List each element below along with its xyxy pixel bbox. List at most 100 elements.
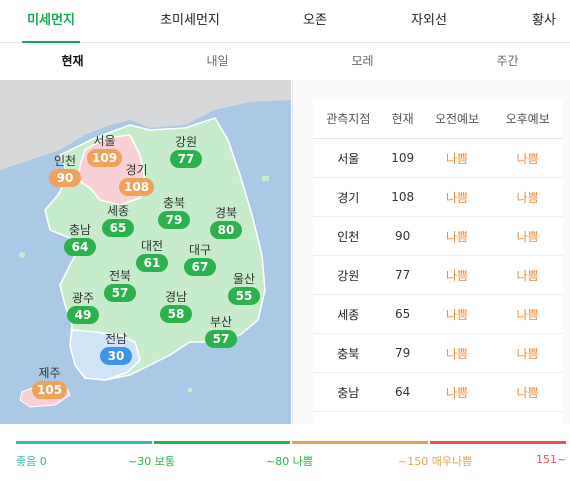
header-now: 현재 [383,99,422,139]
region-name: 대전 [140,239,164,253]
tab-fine-dust[interactable]: 미세먼지 [22,0,80,43]
station-table: 관측지점 현재 오전예보 오후예보 서울 109 나쁨 나쁨 경기 108 나쁨… [313,99,563,424]
region-gyeongnam[interactable]: 경남 58 [160,290,192,323]
am-forecast: 나쁨 [421,255,493,295]
am-forecast: 나쁨 [421,177,493,217]
region-name: 경북 [214,206,238,220]
region-ulsan[interactable]: 울산 55 [228,272,260,305]
region-chungnam[interactable]: 충남 64 [64,223,96,256]
legend-bar-bad [292,441,428,444]
region-value: 65 [102,219,134,237]
region-value: 57 [104,284,136,302]
region-jeonbuk[interactable]: 전북 57 [104,269,136,302]
pm-forecast: 나쁨 [492,216,563,256]
station-table-panel: 관측지점 현재 오전예보 오후예보 서울 109 나쁨 나쁨 경기 108 나쁨… [292,80,570,424]
table-row[interactable]: 서울 109 나쁨 나쁨 [313,138,563,178]
region-value: 67 [184,258,216,276]
legend-bar-normal [154,441,290,444]
region-gyeonggi[interactable]: 경기 108 [119,163,155,196]
table-row[interactable]: 충남 64 나쁨 나쁨 [313,372,563,412]
header-pm-forecast: 오후예보 [492,99,563,139]
tab-yellow-dust[interactable]: 황사 [532,13,556,28]
table-row[interactable]: 충북 79 나쁨 나쁨 [313,333,563,373]
region-value: 90 [49,169,81,187]
region-gangwon[interactable]: 강원 77 [170,135,202,168]
day-tabs: 현재 내일 모레 주간 [0,42,570,81]
region-name: 충북 [162,196,186,210]
tab-day-after[interactable]: 모레 [351,54,374,68]
region-name: 광주 [71,291,95,305]
pollutant-tabs: 미세먼지 초미세먼지 오존 자외선 황사 [0,0,570,43]
tab-uv[interactable]: 자외선 [411,13,447,28]
am-forecast: 나쁨 [421,138,493,178]
region-gyeongbuk[interactable]: 경북 80 [210,206,242,239]
current-value: 65 [383,294,422,334]
region-name: 대구 [188,243,212,257]
legend-bad-label: ~80 나쁨 [266,455,313,468]
region-value: 80 [210,221,242,239]
table-row[interactable]: 세종 65 나쁨 나쁨 [313,294,563,334]
region-name: 경남 [164,290,188,304]
table-row[interactable]: 대전 61 나쁨 나쁨 [313,411,563,424]
station-name: 서울 [313,138,384,178]
table-header-row: 관측지점 현재 오전예보 오후예보 [313,99,563,139]
region-value: 79 [158,211,190,229]
region-value: 58 [160,305,192,323]
region-value: 61 [136,254,168,272]
table-row[interactable]: 경기 108 나쁨 나쁨 [313,177,563,217]
region-seoul[interactable]: 서울 109 [87,134,123,167]
table-row[interactable]: 인천 90 나쁨 나쁨 [313,216,563,256]
tab-weekly[interactable]: 주간 [496,54,519,68]
region-name: 울산 [232,272,256,286]
tab-ozone[interactable]: 오존 [303,13,327,28]
region-value: 30 [100,347,132,365]
pm-forecast: 나쁨 [492,372,563,412]
am-forecast: 나쁨 [421,294,493,334]
region-value: 57 [205,330,237,348]
station-name: 경기 [313,177,384,217]
pollution-legend: 좋음 0 ~30 보통 ~80 나쁨 ~150 매우나쁨 151~ [16,441,568,477]
station-name: 세종 [313,294,384,334]
pm-forecast: 나쁨 [492,294,563,334]
region-gwangju[interactable]: 광주 49 [67,291,99,324]
region-name: 부산 [209,315,233,329]
tab-tomorrow[interactable]: 내일 [206,54,229,68]
region-value: 77 [170,150,202,168]
station-name: 충북 [313,333,384,373]
region-daegu[interactable]: 대구 67 [184,243,216,276]
region-daejeon[interactable]: 대전 61 [136,239,168,272]
region-name: 강원 [174,135,198,149]
region-value: 108 [119,178,155,196]
region-value: 64 [64,238,96,256]
region-name: 전북 [108,269,132,283]
region-name: 전남 [104,332,128,346]
tab-now[interactable]: 현재 [61,54,84,68]
region-busan[interactable]: 부산 57 [205,315,237,348]
region-chungbuk[interactable]: 충북 79 [158,196,190,229]
am-forecast: 나쁨 [421,411,493,424]
region-incheon[interactable]: 인천 90 [49,154,81,187]
region-jeonnam[interactable]: 전남 30 [100,332,132,365]
region-jeju[interactable]: 제주 105 [32,366,68,399]
station-name: 충남 [313,372,384,412]
header-am-forecast: 오전예보 [421,99,493,139]
current-value: 90 [383,216,422,256]
region-sejong[interactable]: 세종 65 [102,204,134,237]
region-name: 서울 [93,134,116,148]
region-value: 109 [87,149,123,167]
am-forecast: 나쁨 [421,333,493,373]
station-name: 인천 [313,216,384,256]
current-value: 61 [383,411,422,424]
pm-forecast: 나쁨 [492,333,563,373]
current-value: 77 [383,255,422,295]
legend-normal-label: ~30 보통 [128,455,175,468]
am-forecast: 나쁨 [421,372,493,412]
table-row[interactable]: 강원 77 나쁨 나쁨 [313,255,563,295]
tab-ultrafine-dust[interactable]: 초미세먼지 [160,13,220,28]
am-forecast: 나쁨 [421,216,493,256]
current-value: 109 [383,138,422,178]
legend-bar-very-bad [430,441,566,444]
region-name: 제주 [38,366,61,380]
region-value: 55 [228,287,260,305]
region-name: 경기 [125,163,148,177]
